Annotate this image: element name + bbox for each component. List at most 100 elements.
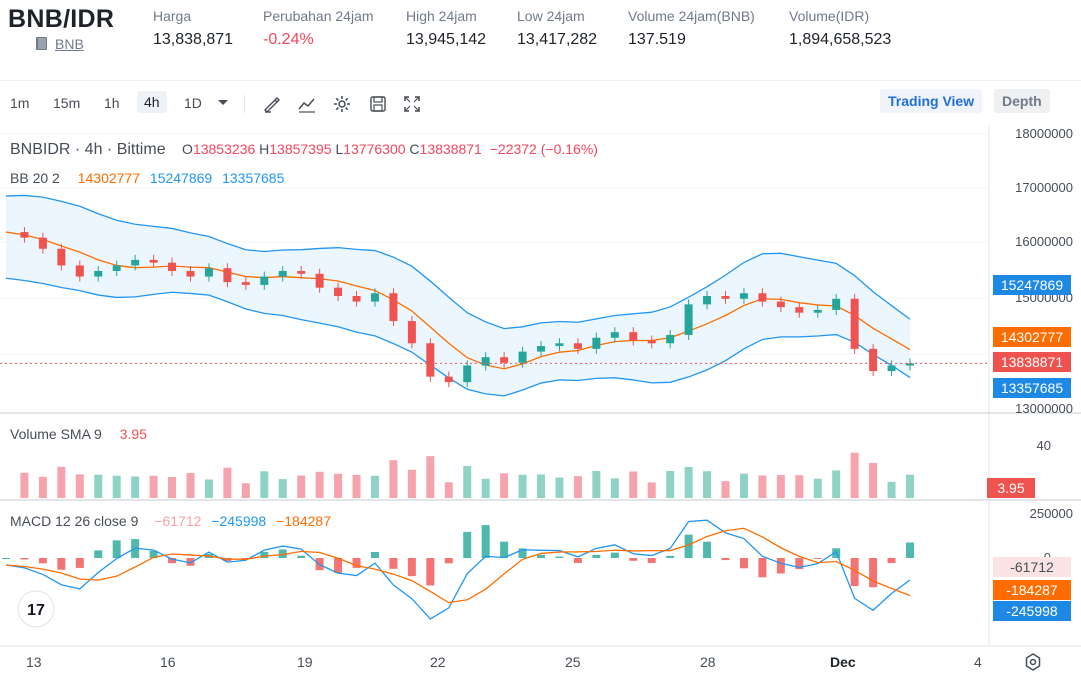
volume-sma-value: 3.95 [119,426,147,442]
macd-histogram-bar [666,555,675,558]
volume-bar [241,483,250,498]
macd-histogram-bar [94,550,103,558]
macd-line-tag: -245998 [993,601,1071,621]
stat-label: Low 24jam [517,8,585,24]
macd-histogram-bar [57,558,66,570]
candle [444,376,453,383]
macd-histogram-bar [500,541,509,558]
indicator-icon[interactable] [297,94,317,114]
candle [20,232,29,238]
trading-view-button[interactable]: Trading View [880,89,983,113]
draw-tool-icon[interactable] [262,94,282,114]
ohlc-high: 13857395 [269,141,332,157]
candle [739,293,748,299]
stat-low-24h: Low 24jam 13,417,282 [517,8,597,49]
stat-change-24h: Perubahan 24jam -0.24% [263,8,374,49]
date-tick: 13 [26,654,42,670]
volume-bar [75,474,84,498]
volume-bar [112,475,121,498]
ohlc-values: O13853236 H13857395 L13776300 C13838871 … [182,141,598,157]
ohlc-h-label: H [259,141,270,157]
base-asset-link[interactable]: BNB [55,36,84,52]
candle [57,248,66,266]
candle [555,343,564,347]
chart-area[interactable]: 17 BNBIDR · 4h · Bittime O13853236 H1385… [0,126,1081,682]
stat-value: -0.24% [263,31,314,48]
candle [112,265,121,271]
bb-upper-line [5,194,911,330]
candle [131,259,140,266]
interval-1h[interactable]: 1h [104,95,120,111]
volume-bar [149,475,158,498]
ohlc-open: 13853236 [192,141,256,157]
candle [758,293,767,302]
macd-histogram-bar [168,558,177,564]
volume-bar [573,476,582,498]
candle [204,268,213,277]
volume-bar [334,473,343,498]
settings-gear-icon[interactable] [332,94,352,114]
base-asset[interactable]: BNB [36,36,84,52]
ohlc-l-label: L [335,141,344,157]
macd-histogram-bar [481,525,490,558]
volume-bar [481,478,490,498]
ohlc-low: 13776300 [343,141,406,157]
macd-histogram-bar [647,558,656,563]
fullscreen-icon[interactable] [402,94,422,114]
macd-histogram-bar [776,558,785,574]
candle [610,332,619,338]
candle [426,343,435,377]
candle [832,298,841,310]
bb-upper-value: 15247869 [149,170,213,186]
macd-histogram-bar [887,558,896,564]
volume-bar [739,473,748,498]
volume-bar [278,479,287,498]
volume-bar [721,481,730,498]
volume-bar [813,478,822,498]
candle [906,363,914,366]
macd-histogram-bar [795,558,804,570]
interval-15m[interactable]: 15m [53,95,81,111]
candle [537,346,546,352]
macd-histogram-bar [186,558,195,566]
macd-histogram-bar [352,558,361,568]
settings-icon[interactable] [1023,652,1043,672]
volume-bar [906,474,914,498]
candle [352,296,361,302]
volume-bar [131,476,140,498]
candle [297,271,306,274]
interval-1m[interactable]: 1m [10,95,30,111]
macd-legend: MACD 12 26 close 9 −61712 −245998 −18428… [10,513,331,529]
stat-price: Harga 13,838,871 [153,8,233,49]
chevron-down-icon[interactable] [216,96,230,110]
macd-histogram-bar [610,552,619,558]
interval-1d[interactable]: 1D [184,95,202,111]
macd-histogram-bar [703,541,712,558]
volume-bar [370,475,379,498]
ohlc-close: 13838871 [419,141,482,157]
volume-bar [204,479,213,498]
volume-bar [537,474,546,498]
interval-4h[interactable]: 4h [137,91,167,113]
price-chart-svg[interactable]: 17 [0,126,1081,682]
candle [260,276,269,285]
bb-lower-line [5,277,911,397]
macd-histogram-bar [813,558,822,559]
price-tick: 18000000 [1015,126,1073,141]
stat-volume-idr: Volume(IDR) 1,894,658,523 [789,8,891,49]
volume-bar [444,482,453,498]
volume-bar [297,475,306,498]
volume-bar [94,474,103,498]
candle [334,287,343,297]
candle [887,365,896,372]
candle [500,357,509,363]
candle [776,301,785,308]
depth-button[interactable]: Depth [994,89,1050,113]
candle [850,298,859,349]
stat-value: 13,417,282 [517,31,598,48]
volume-bar [555,477,564,498]
save-icon[interactable] [368,94,388,114]
volume-bar [703,471,712,498]
date-tick: 16 [160,654,176,670]
